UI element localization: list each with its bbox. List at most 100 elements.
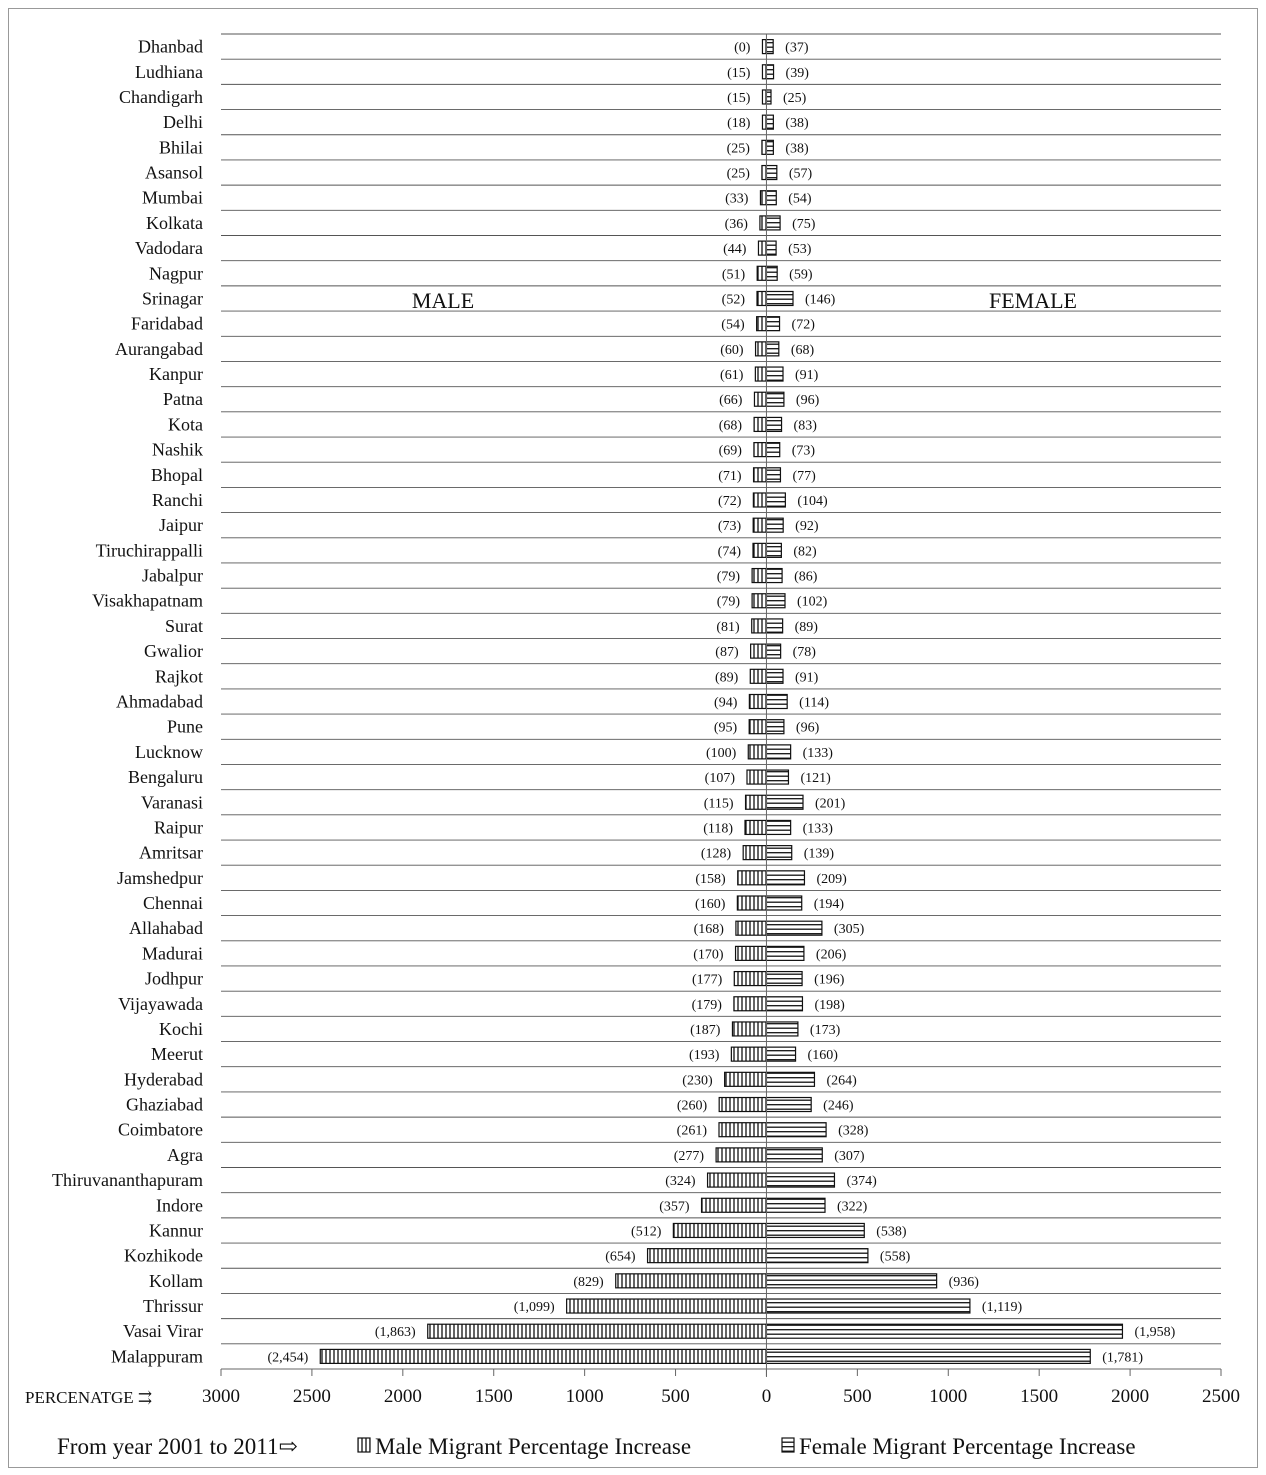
category-label: Agra [167, 1145, 203, 1165]
category-label: Ghaziabad [126, 1095, 203, 1115]
male-bar [757, 240, 768, 256]
female-value-label: (59) [789, 267, 813, 282]
female-bar [765, 391, 785, 407]
male-bar [759, 190, 768, 206]
female-bar [765, 1021, 799, 1037]
male-value-label: (0) [734, 41, 751, 56]
category-label: Gwalior [144, 641, 203, 661]
female-value-label: (114) [799, 696, 829, 711]
female-value-label: (1,119) [982, 1300, 1023, 1315]
x-tick-label: 2000 [1111, 1386, 1149, 1407]
labels: Dhanbad (0) (37) Ludhiana (15) (39) Chandigarh… [52, 37, 1176, 1367]
category-label: Aurangabad [115, 339, 203, 359]
category-label: Raipur [154, 817, 203, 837]
x-tick-label: 1500 [475, 1386, 513, 1407]
female-bar [765, 1197, 826, 1213]
male-bar [737, 870, 768, 886]
female-bar [765, 970, 803, 987]
category-label: Bhilai [159, 137, 203, 157]
male-bar [744, 819, 768, 836]
legend: From year 2001 to 2011⇨ Male Migrant Per… [57, 1434, 1136, 1459]
legend-female-label: Female Migrant Percentage Increase [799, 1434, 1136, 1459]
male-bar [748, 693, 768, 710]
gridlines [221, 33, 1221, 1370]
male-bar [427, 1323, 768, 1339]
category-label: Vasai Virar [123, 1321, 203, 1341]
female-bar [765, 567, 783, 584]
female-bar [765, 492, 786, 508]
male-value-label: (44) [723, 242, 747, 257]
legend-female-swatch [781, 1437, 795, 1453]
category-label: Jaipur [159, 515, 203, 535]
female-bar [765, 1348, 1091, 1365]
male-value-label: (69) [719, 444, 743, 459]
male-value-label: (160) [695, 897, 726, 912]
category-label: Kochi [159, 1019, 203, 1039]
category-label: Varanasi [141, 792, 203, 812]
female-bar [765, 693, 788, 710]
female-bar [765, 794, 804, 810]
female-bar [765, 920, 823, 936]
category-label: Lucknow [135, 742, 203, 762]
female-value-label: (68) [791, 343, 815, 358]
category-label: Ranchi [152, 490, 203, 510]
female-bar [765, 1071, 816, 1087]
female-value-label: (538) [876, 1224, 907, 1239]
category-label: Patna [163, 389, 203, 409]
male-value-label: (1,863) [375, 1325, 416, 1340]
male-value-label: (18) [727, 116, 751, 131]
male-bar [756, 316, 768, 332]
category-label: Kanpur [149, 364, 203, 384]
male-value-label: (52) [722, 292, 746, 307]
category-label: Chennai [143, 893, 203, 913]
female-bar [765, 467, 782, 483]
female-value-label: (37) [785, 41, 809, 56]
female-value-label: (53) [788, 242, 812, 257]
male-value-label: (71) [718, 469, 742, 484]
male-value-label: (1,099) [514, 1300, 555, 1315]
female-value-label: (89) [795, 620, 819, 635]
male-bar [733, 970, 768, 987]
female-value-label: (328) [838, 1124, 869, 1139]
female-side-label: FEMALE [989, 288, 1077, 313]
category-label: Allahabad [129, 918, 203, 938]
x-tick-label: 2500 [293, 1386, 331, 1407]
female-value-label: (78) [793, 645, 817, 660]
category-label: Chandigarh [119, 87, 203, 107]
category-label: Visakhapatnam [92, 591, 203, 611]
female-bar [765, 895, 803, 911]
category-label: Thiruvananthapuram [52, 1170, 203, 1190]
category-label: Meerut [151, 1044, 203, 1064]
female-value-label: (305) [834, 922, 865, 937]
female-value-label: (104) [797, 494, 828, 509]
category-label: Nashik [152, 440, 203, 460]
female-bar [765, 618, 784, 634]
female-bar [765, 593, 786, 609]
male-bar [724, 1071, 768, 1087]
category-label: Amritsar [139, 843, 203, 863]
female-bar [765, 668, 784, 684]
male-value-label: (36) [725, 217, 749, 232]
legend-male-label: Male Migrant Percentage Increase [375, 1434, 691, 1459]
male-value-label: (94) [714, 696, 738, 711]
female-bar [765, 1046, 797, 1062]
male-value-label: (61) [720, 368, 744, 383]
female-value-label: (307) [834, 1149, 865, 1164]
male-bar [700, 1197, 768, 1213]
female-value-label: (558) [880, 1250, 911, 1265]
female-bar [765, 542, 782, 558]
male-value-label: (89) [715, 670, 739, 685]
male-value-label: (158) [695, 872, 726, 887]
female-bar [765, 64, 775, 80]
male-value-label: (87) [715, 645, 739, 660]
female-value-label: (86) [794, 570, 818, 585]
male-value-label: (260) [677, 1099, 708, 1114]
male-bar [749, 668, 768, 684]
category-label: Kollam [149, 1271, 203, 1291]
male-bar [752, 467, 768, 483]
male-value-label: (168) [694, 922, 725, 937]
male-bar [736, 895, 768, 911]
female-bar [765, 517, 784, 533]
female-value-label: (96) [796, 393, 820, 408]
